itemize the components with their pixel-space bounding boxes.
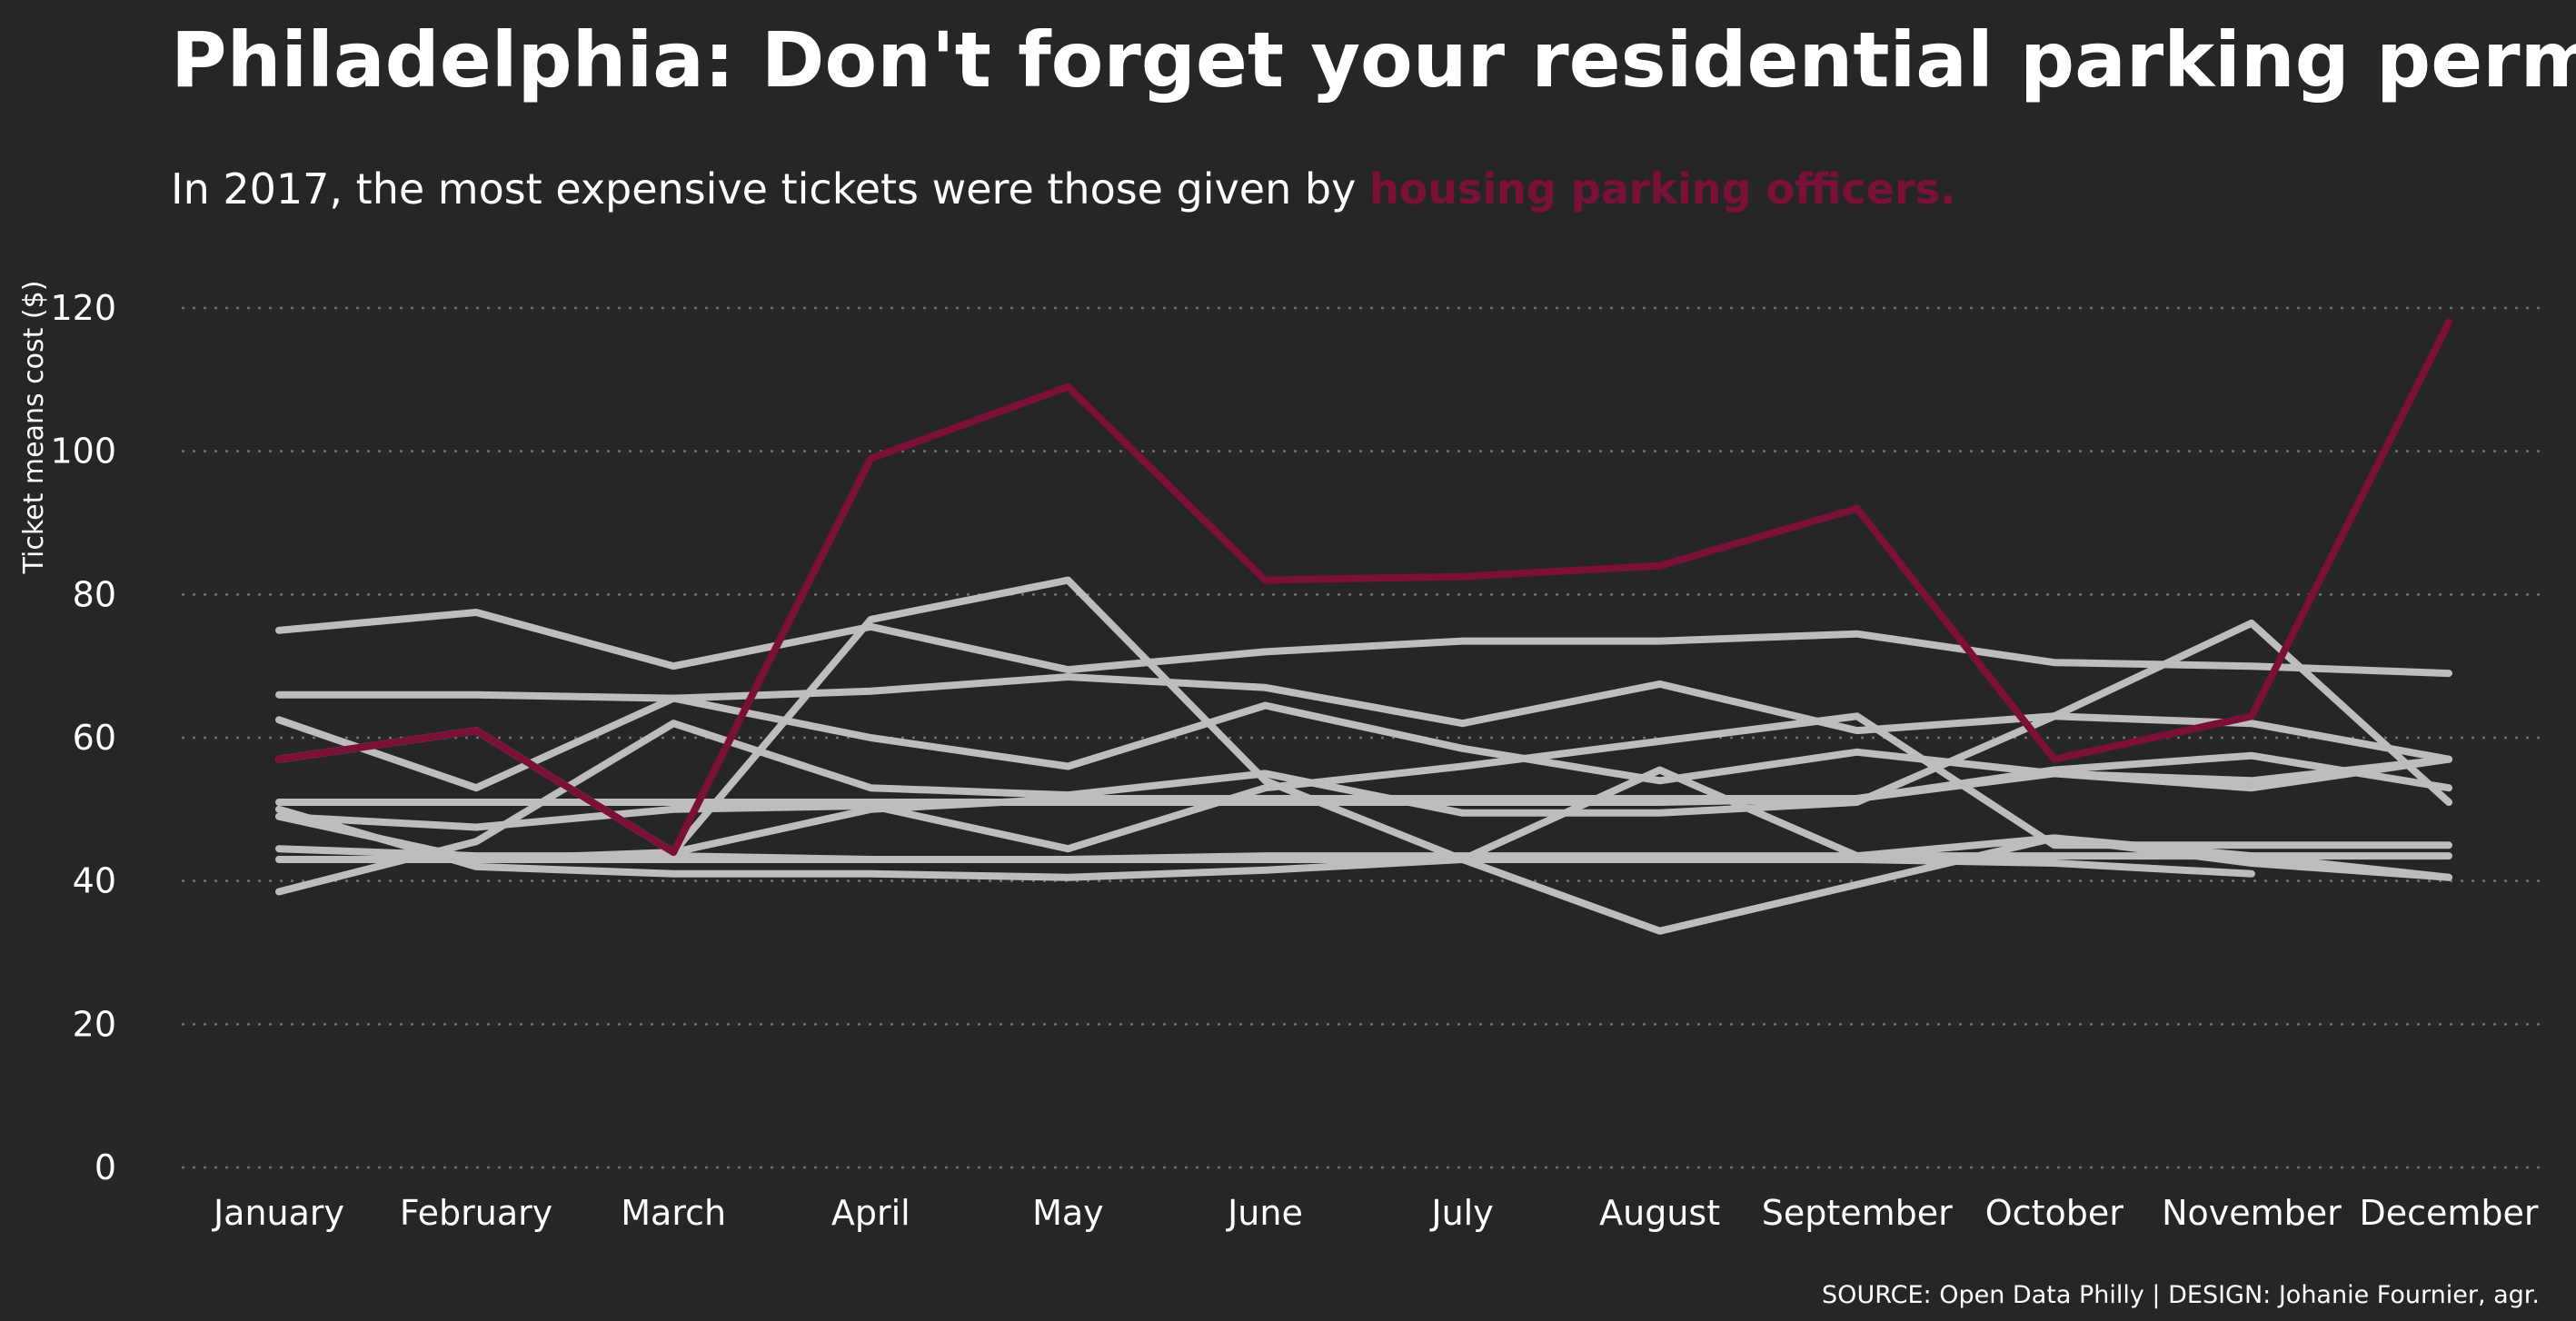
x-tick-label: April <box>831 1193 910 1233</box>
gridlines <box>182 306 2540 1169</box>
y-tick-label: 80 <box>73 574 116 614</box>
y-tick-label: 40 <box>73 861 116 901</box>
series-line-9 <box>275 755 2452 863</box>
series-line-3 <box>275 673 2452 763</box>
x-tick-label: September <box>1762 1193 1953 1233</box>
y-tick-label: 100 <box>50 432 116 472</box>
other-series-group <box>275 576 2452 935</box>
series-line-1 <box>275 609 2452 678</box>
x-tick-label: August <box>1599 1193 1720 1233</box>
series-line-10 <box>275 805 2452 935</box>
housing-parking-officers-line <box>275 318 2452 857</box>
chart-subtitle: In 2017, the most expensive tickets were… <box>171 164 1956 214</box>
x-tick-label: June <box>1226 1193 1303 1233</box>
y-axis-label: Ticket means cost ($) <box>18 281 50 575</box>
x-axis-ticks: January February March April May June July Augu… <box>212 1193 2539 1233</box>
y-tick-label: 0 <box>94 1147 116 1187</box>
x-tick-label: February <box>400 1193 552 1233</box>
x-tick-label: October <box>1985 1193 2123 1233</box>
series-line-11 <box>275 812 2255 878</box>
y-tick-label: 20 <box>73 1004 116 1044</box>
chart-title: Philadelphia: Don't forget your resident… <box>171 15 2576 104</box>
x-tick-label: January <box>212 1193 344 1233</box>
y-axis-ticks: 0 20 40 60 80 100 120 <box>50 288 116 1187</box>
subtitle-highlight: housing parking officers. <box>1369 164 1956 214</box>
subtitle-prefix: In 2017, the most expensive tickets were… <box>171 164 1369 214</box>
x-tick-label: March <box>621 1193 726 1233</box>
y-tick-label: 60 <box>73 718 116 758</box>
x-tick-label: December <box>2359 1193 2538 1233</box>
highlight-series-group <box>275 318 2452 857</box>
y-tick-label: 120 <box>50 288 116 328</box>
x-tick-label: November <box>2162 1193 2342 1233</box>
series-line-5 <box>275 619 2452 896</box>
source-caption: SOURCE: Open Data Philly | DESIGN: Johan… <box>1822 1281 2540 1309</box>
x-tick-label: May <box>1032 1193 1104 1233</box>
x-tick-label: July <box>1429 1193 1493 1233</box>
series-line-6 <box>275 712 2452 853</box>
